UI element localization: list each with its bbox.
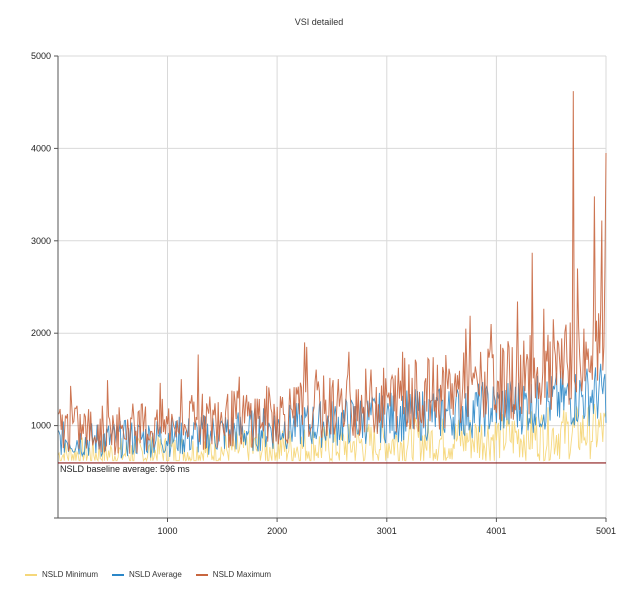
series-line xyxy=(57,91,607,456)
x-tick-label: 1000 xyxy=(157,526,177,536)
x-tick-label: 2000 xyxy=(267,526,287,536)
legend-swatch xyxy=(195,573,208,576)
y-tick-label: 2000 xyxy=(31,328,51,338)
y-tick-label: 1000 xyxy=(31,421,51,431)
x-tick-label: 4001 xyxy=(486,526,506,536)
axes xyxy=(54,55,607,522)
x-tick-label: 5001 xyxy=(596,526,616,536)
y-tick-label: 5000 xyxy=(31,51,51,61)
legend: NSLD Minimum NSLD Average NSLD Maximum xyxy=(25,570,271,579)
baseline: NSLD baseline average: 596 ms xyxy=(58,462,606,474)
x-tick-label: 3001 xyxy=(377,526,397,536)
legend-item: NSLD Minimum xyxy=(25,570,98,579)
chart-title: VSI detailed xyxy=(294,17,344,27)
legend-label: NSLD Average xyxy=(129,570,182,579)
legend-swatch xyxy=(112,573,125,576)
legend-swatch xyxy=(25,573,37,576)
grid-lines xyxy=(58,55,607,518)
legend-item: NSLD Maximum xyxy=(195,570,272,579)
y-tick-label: 4000 xyxy=(31,143,51,153)
legend-item: NSLD Average xyxy=(112,570,182,579)
tick-labels: 1000 2000 3000 4000 5000 1000 2000 3001 4001 5001 xyxy=(31,51,616,536)
baseline-label: NSLD baseline average: 596 ms xyxy=(60,464,190,474)
legend-label: NSLD Maximum xyxy=(212,570,272,579)
series-lines xyxy=(57,91,607,463)
legend-label: NSLD Minimum xyxy=(42,570,99,579)
y-tick-label: 3000 xyxy=(31,236,51,246)
series-line xyxy=(57,403,607,463)
